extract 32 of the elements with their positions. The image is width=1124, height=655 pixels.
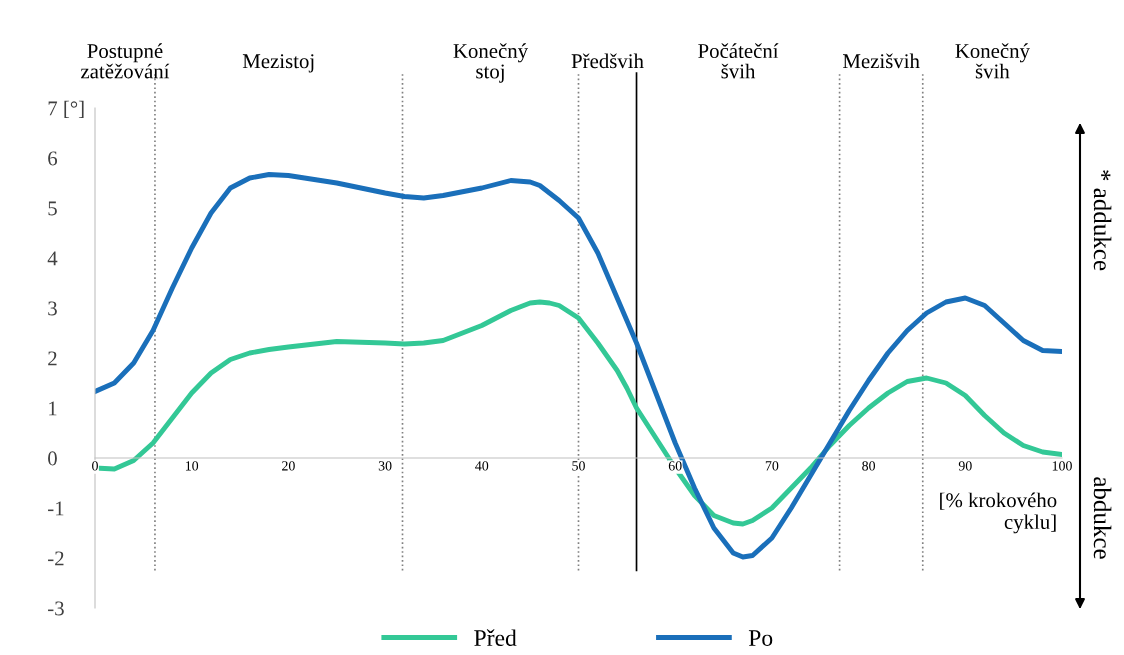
y-tick-label: 3 [48, 301, 57, 316]
x-axis-title: [% krokového cyklu] [940, 492, 1057, 534]
text: Postupné zatěžování [81, 43, 170, 79]
x-tick-label: 70 [765, 461, 779, 471]
text: Mezistoj [242, 54, 314, 73]
y-tick-label: 2 [48, 351, 57, 366]
x-tick-label: 40 [475, 461, 489, 471]
y-tick-label: 1 [49, 401, 57, 416]
y-tick-label: 5 [48, 201, 57, 216]
x-tick-label: 20 [282, 461, 295, 471]
y-tick-label: 4 [47, 251, 58, 266]
text: Předšvih [571, 53, 644, 69]
legend-label: Před [474, 629, 517, 647]
y-tick-label: 6 [48, 151, 58, 166]
text: Konečný stoj [453, 43, 529, 83]
x-tick-label: 100 [1052, 461, 1072, 471]
text: abdukce [1093, 477, 1112, 559]
x-tick-label: 80 [862, 461, 876, 471]
text: * addukce [1093, 170, 1112, 271]
x-tick-label: 50 [572, 461, 585, 471]
x-tick-label: 60 [668, 461, 682, 471]
x-tick-label: 10 [185, 461, 199, 471]
legend-label: Po [748, 630, 773, 647]
text: Mezišvih [843, 53, 920, 69]
y-tick-label: 7 [°] [48, 100, 84, 119]
x-tick-label: 30 [378, 461, 392, 471]
x-tick-label: 90 [958, 461, 972, 471]
text: Konečný švih [955, 43, 1030, 79]
text: Počáteční švih [698, 43, 779, 79]
y-tick-label: -2 [48, 551, 64, 566]
y-tick-label: -1 [48, 501, 64, 516]
y-tick-label: -3 [48, 601, 64, 616]
